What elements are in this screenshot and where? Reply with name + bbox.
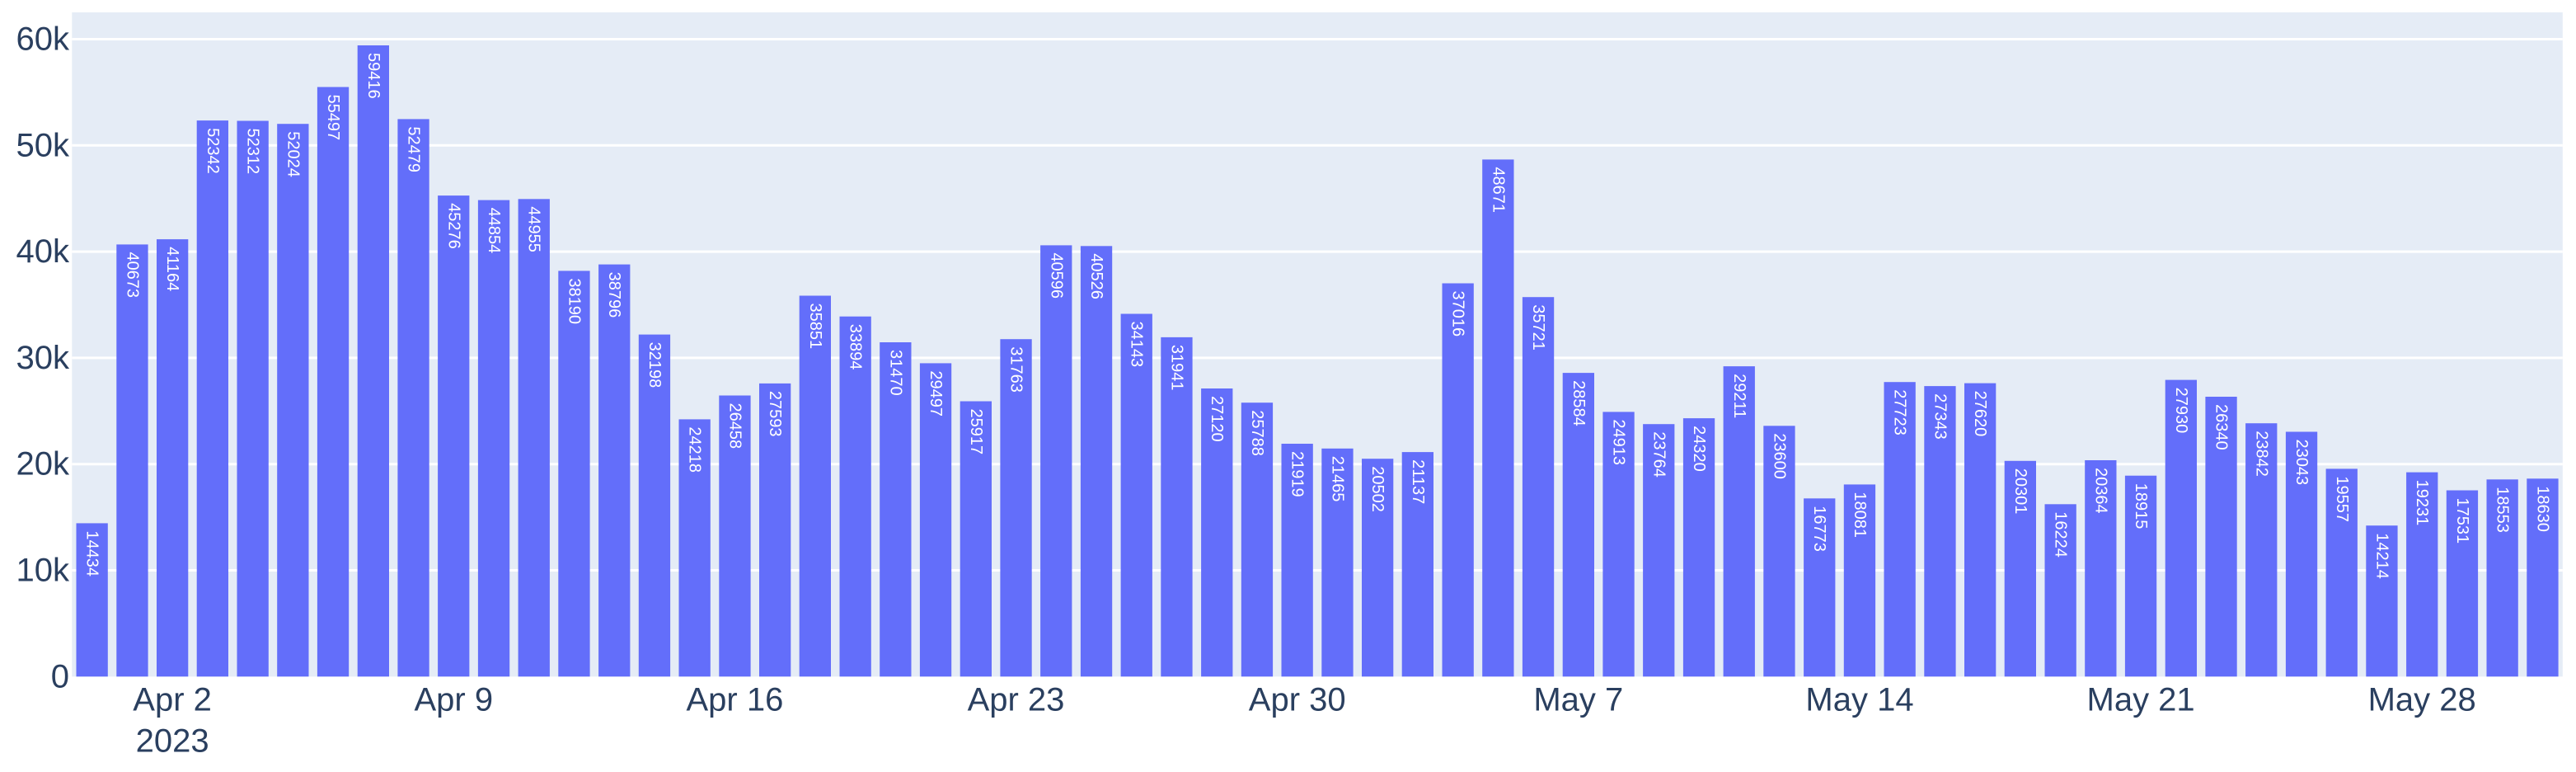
- svg-text:19557: 19557: [2333, 476, 2351, 522]
- svg-text:20364: 20364: [2091, 468, 2109, 514]
- svg-text:20k: 20k: [16, 446, 70, 482]
- svg-text:40k: 40k: [16, 233, 70, 270]
- svg-text:37016: 37016: [1449, 291, 1467, 337]
- svg-text:28584: 28584: [1570, 380, 1588, 426]
- svg-text:18553: 18553: [2494, 487, 2512, 533]
- svg-text:44955: 44955: [525, 206, 543, 252]
- svg-text:33894: 33894: [847, 324, 865, 370]
- svg-text:27930: 27930: [2172, 388, 2190, 434]
- svg-text:21919: 21919: [1288, 451, 1307, 497]
- svg-text:40673: 40673: [123, 252, 141, 298]
- svg-text:21465: 21465: [1328, 456, 1346, 502]
- svg-text:32198: 32198: [645, 342, 664, 388]
- svg-text:2023: 2023: [136, 723, 209, 759]
- svg-text:May 14: May 14: [1805, 682, 1913, 718]
- svg-text:24320: 24320: [1690, 426, 1708, 472]
- svg-text:21137: 21137: [1409, 459, 1427, 504]
- svg-text:May 21: May 21: [2087, 682, 2195, 718]
- svg-text:38796: 38796: [605, 272, 623, 318]
- svg-text:52342: 52342: [204, 128, 222, 174]
- svg-text:16224: 16224: [2052, 511, 2070, 558]
- svg-text:41164: 41164: [163, 247, 181, 291]
- svg-text:60k: 60k: [16, 21, 70, 58]
- svg-text:17531: 17531: [2453, 498, 2471, 544]
- svg-text:14214: 14214: [2373, 533, 2391, 579]
- svg-text:May 28: May 28: [2368, 682, 2476, 718]
- svg-text:Apr 23: Apr 23: [968, 682, 1065, 718]
- svg-text:48671: 48671: [1489, 167, 1507, 213]
- svg-text:20301: 20301: [2011, 468, 2029, 515]
- svg-text:31763: 31763: [1007, 346, 1025, 393]
- svg-text:27620: 27620: [1971, 391, 1989, 437]
- svg-text:45276: 45276: [444, 203, 462, 249]
- svg-text:27593: 27593: [766, 391, 784, 437]
- svg-text:30k: 30k: [16, 340, 70, 376]
- svg-text:40596: 40596: [1047, 252, 1065, 299]
- svg-text:52024: 52024: [284, 131, 302, 177]
- svg-text:44854: 44854: [485, 208, 503, 254]
- svg-text:10k: 10k: [16, 553, 70, 589]
- svg-text:26458: 26458: [725, 403, 744, 450]
- svg-text:25917: 25917: [967, 409, 985, 455]
- svg-text:52312: 52312: [244, 129, 262, 175]
- svg-text:24913: 24913: [1610, 419, 1628, 465]
- svg-text:27723: 27723: [1891, 389, 1909, 435]
- svg-text:27120: 27120: [1208, 396, 1226, 442]
- svg-text:23043: 23043: [2292, 440, 2311, 486]
- svg-text:18081: 18081: [1851, 492, 1869, 538]
- svg-text:Apr 9: Apr 9: [414, 682, 493, 718]
- svg-text:55497: 55497: [324, 95, 342, 141]
- svg-text:14434: 14434: [83, 530, 101, 577]
- svg-text:Apr 16: Apr 16: [686, 682, 783, 718]
- svg-text:27343: 27343: [1931, 393, 1949, 440]
- svg-text:35851: 35851: [806, 304, 824, 350]
- svg-text:Apr 30: Apr 30: [1249, 682, 1346, 718]
- svg-text:May 7: May 7: [1533, 682, 1623, 718]
- svg-text:Apr 2: Apr 2: [133, 682, 212, 718]
- svg-text:23600: 23600: [1771, 433, 1789, 479]
- svg-text:23842: 23842: [2252, 431, 2270, 477]
- svg-text:24218: 24218: [686, 426, 704, 473]
- svg-text:34143: 34143: [1128, 322, 1146, 368]
- svg-text:50k: 50k: [16, 127, 70, 163]
- svg-text:31470: 31470: [886, 350, 904, 396]
- svg-text:20502: 20502: [1368, 466, 1387, 512]
- svg-text:29497: 29497: [927, 370, 945, 417]
- svg-text:31941: 31941: [1168, 345, 1186, 391]
- svg-text:52479: 52479: [405, 126, 423, 172]
- svg-text:18915: 18915: [2132, 483, 2150, 530]
- svg-text:29211: 29211: [1730, 374, 1748, 418]
- svg-text:16773: 16773: [1810, 506, 1828, 552]
- svg-text:40526: 40526: [1087, 253, 1105, 299]
- svg-text:19231: 19231: [2413, 480, 2431, 526]
- svg-text:18630: 18630: [2533, 486, 2551, 532]
- svg-text:59416: 59416: [364, 53, 382, 99]
- svg-text:38190: 38190: [565, 278, 584, 324]
- svg-text:0: 0: [51, 658, 69, 694]
- svg-text:26340: 26340: [2212, 404, 2231, 450]
- svg-text:35721: 35721: [1529, 304, 1547, 351]
- svg-text:25788: 25788: [1248, 410, 1266, 456]
- svg-text:23764: 23764: [1649, 431, 1668, 478]
